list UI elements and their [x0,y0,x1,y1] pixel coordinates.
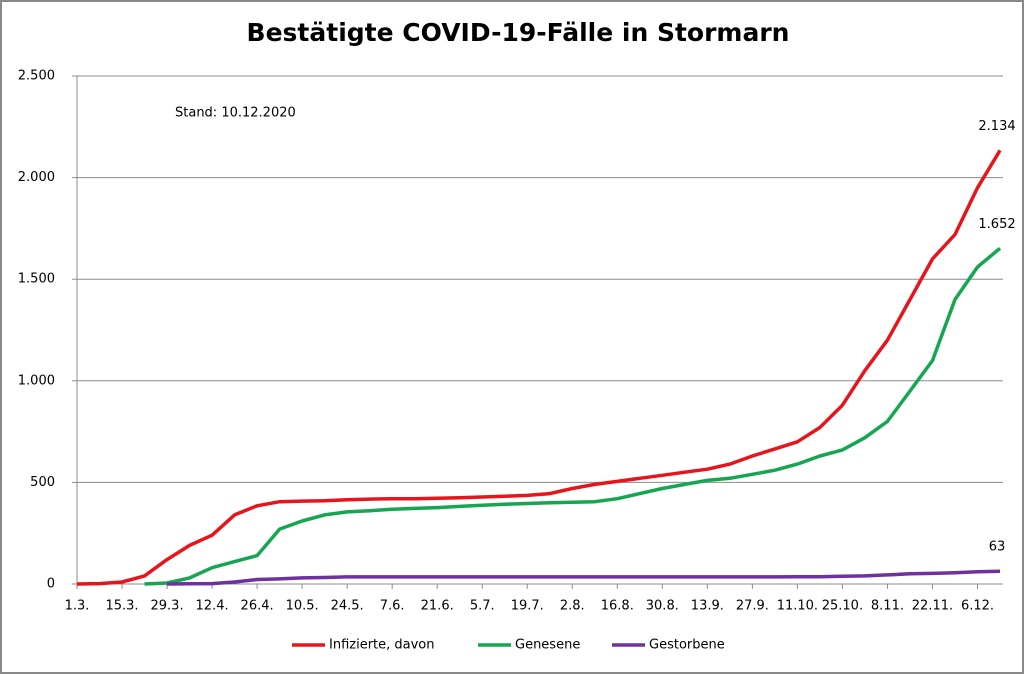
x-tick-label: 19.7. [511,599,544,614]
y-tick-label: 1.000 [18,373,55,388]
chart-title: Bestätigte COVID-19-Fälle in Stormarn [247,18,790,47]
x-tick-label: 24.5. [331,599,364,614]
y-tick-label: 2.500 [18,69,55,84]
series-line [166,569,1001,586]
x-tick-label: 21.6. [421,599,454,614]
x-tick-label: 1.3. [65,599,90,614]
x-tick-label: 25.10. [822,599,863,614]
x-tick-label: 7.6. [380,599,405,614]
x-tick-label: 6.12. [961,599,994,614]
y-tick-label: 2.000 [18,170,55,185]
legend-label: Gestorbene [649,638,725,653]
data-label: 63 [989,540,1006,555]
x-tick-label: 22.11. [912,599,953,614]
x-tick-label: 8.11. [871,599,904,614]
x-tick-label: 27.9. [736,599,769,614]
annotation: Stand: 10.12.2020 [175,106,296,121]
legend-label: Infizierte, davon [329,638,435,653]
x-tick-label: 29.3. [151,599,184,614]
x-tick-label: 30.8. [646,599,679,614]
x-tick-label: 5.7. [470,599,495,614]
x-tick-label: 12.4. [196,599,229,614]
x-tick-label: 13.9. [691,599,724,614]
x-tick-label: 26.4. [241,599,274,614]
x-tick-label: 11.10. [777,599,818,614]
x-tick-label: 16.8. [601,599,634,614]
y-tick-label: 1.500 [18,272,55,287]
series-line [76,149,1002,586]
data-label: 1.652 [978,217,1015,232]
x-tick-label: 10.5. [286,599,319,614]
y-tick-label: 500 [30,475,55,490]
data-label: 2.134 [978,119,1015,134]
series-line [144,246,1002,586]
x-tick-label: 2.8. [560,599,585,614]
x-tick-label: 15.3. [105,599,138,614]
y-tick-label: 0 [47,577,55,592]
legend-label: Genesene [515,638,580,653]
